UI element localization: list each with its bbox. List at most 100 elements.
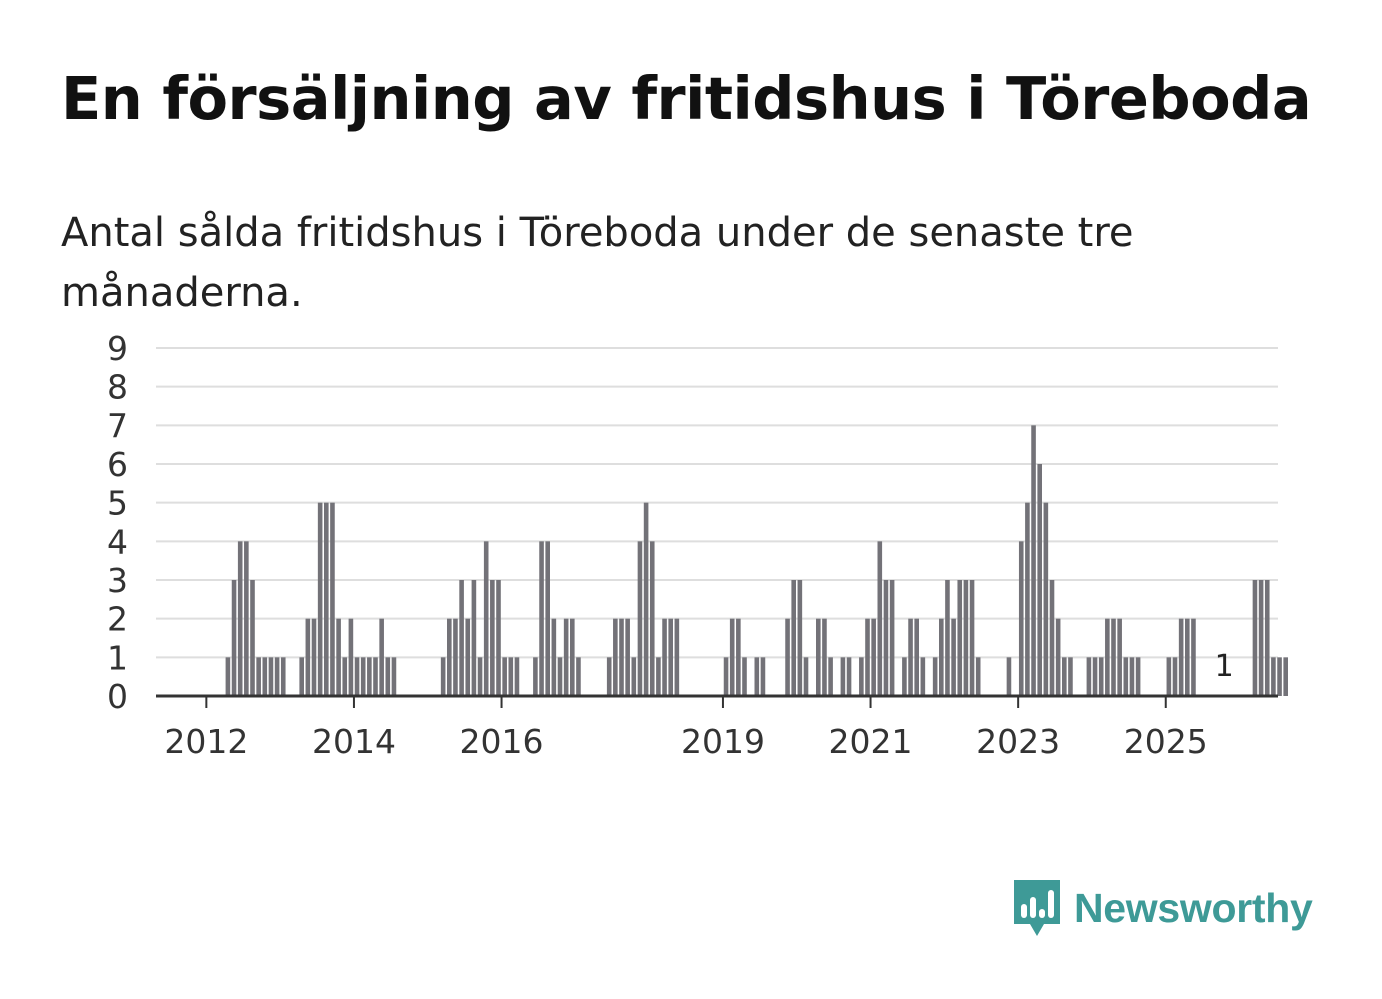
bar bbox=[348, 618, 354, 696]
bar bbox=[742, 657, 747, 696]
bar bbox=[1123, 657, 1129, 696]
bar bbox=[828, 657, 833, 696]
bar bbox=[951, 618, 956, 696]
bar bbox=[963, 580, 969, 696]
bar bbox=[514, 657, 520, 696]
bar bbox=[902, 657, 907, 696]
x-tick-label: 2025 bbox=[1124, 722, 1208, 761]
chart-subtitle: Antal sålda fritidshus i Töreboda under … bbox=[61, 210, 1134, 316]
x-tick-label: 2023 bbox=[976, 722, 1060, 761]
y-tick-label: 0 bbox=[107, 677, 128, 716]
bar bbox=[557, 657, 563, 696]
bar bbox=[1283, 657, 1288, 696]
bar bbox=[262, 657, 268, 696]
bar bbox=[908, 618, 913, 696]
bar bbox=[1018, 541, 1024, 696]
bar bbox=[662, 618, 667, 696]
bar bbox=[785, 618, 790, 696]
bar bbox=[447, 618, 452, 696]
bar bbox=[496, 580, 501, 696]
y-tick-label: 7 bbox=[107, 406, 128, 445]
bar bbox=[551, 618, 557, 696]
bar bbox=[939, 618, 944, 696]
bar bbox=[865, 618, 870, 696]
bar bbox=[736, 618, 741, 696]
bar bbox=[367, 657, 372, 696]
bar bbox=[360, 657, 366, 696]
bar bbox=[459, 580, 464, 696]
bar bbox=[674, 618, 680, 696]
bar bbox=[1055, 618, 1061, 696]
bar bbox=[606, 657, 612, 696]
bar bbox=[317, 502, 323, 696]
bar bbox=[1098, 657, 1104, 696]
bar bbox=[656, 657, 661, 696]
bar bbox=[619, 618, 624, 696]
bar bbox=[883, 580, 889, 696]
bar bbox=[889, 580, 895, 696]
bar bbox=[1271, 657, 1276, 696]
bar bbox=[957, 580, 963, 696]
y-tick-label: 2 bbox=[107, 600, 128, 639]
bar bbox=[342, 657, 348, 696]
bar bbox=[1025, 502, 1030, 696]
bar bbox=[1105, 618, 1110, 696]
brand-name: Newsworthy bbox=[1074, 884, 1313, 931]
bar bbox=[336, 618, 341, 696]
bar bbox=[797, 580, 803, 696]
bar bbox=[1252, 580, 1258, 696]
bar bbox=[508, 657, 514, 696]
bar bbox=[1264, 580, 1270, 696]
bar bbox=[1185, 618, 1190, 696]
bar bbox=[563, 618, 569, 696]
bar bbox=[723, 657, 729, 696]
bar bbox=[502, 657, 507, 696]
bar bbox=[840, 657, 846, 696]
bar bbox=[453, 618, 458, 696]
bar bbox=[465, 618, 471, 696]
x-tick-label: 2012 bbox=[164, 722, 248, 761]
bar bbox=[729, 618, 735, 696]
bar bbox=[969, 580, 975, 696]
bar bbox=[533, 657, 538, 696]
bar bbox=[225, 657, 231, 696]
bar bbox=[305, 618, 311, 696]
x-tick-label: 2016 bbox=[460, 722, 544, 761]
bar bbox=[324, 502, 329, 696]
y-tick-label: 3 bbox=[107, 561, 128, 600]
x-tick-label: 2019 bbox=[681, 722, 765, 761]
bar bbox=[625, 618, 630, 696]
bar bbox=[274, 657, 280, 696]
bar bbox=[385, 657, 391, 696]
y-tick-label: 8 bbox=[107, 368, 128, 407]
bar bbox=[914, 618, 919, 696]
y-tick-label: 4 bbox=[107, 522, 128, 561]
bar bbox=[932, 657, 938, 696]
bar bbox=[440, 657, 446, 696]
bar bbox=[244, 541, 249, 696]
bar bbox=[545, 541, 550, 696]
bar bbox=[1006, 657, 1012, 696]
bar bbox=[871, 618, 876, 696]
bar bbox=[1086, 657, 1092, 696]
bar bbox=[373, 657, 378, 696]
bar bbox=[1037, 464, 1042, 696]
bar bbox=[822, 618, 827, 696]
bar bbox=[477, 657, 483, 696]
y-tick-label: 6 bbox=[107, 445, 128, 484]
bar bbox=[1178, 618, 1184, 696]
bar bbox=[1135, 657, 1141, 696]
bar bbox=[490, 580, 495, 696]
bar bbox=[760, 657, 766, 696]
bar bbox=[379, 618, 384, 696]
newsworthy-logo-icon bbox=[1014, 880, 1060, 936]
y-tick-label: 1 bbox=[107, 638, 128, 677]
bar bbox=[816, 618, 821, 696]
bar bbox=[920, 657, 926, 696]
bar bbox=[1068, 657, 1073, 696]
bar bbox=[330, 502, 335, 696]
bar bbox=[250, 580, 255, 696]
bar bbox=[354, 657, 360, 696]
bar bbox=[637, 541, 643, 696]
